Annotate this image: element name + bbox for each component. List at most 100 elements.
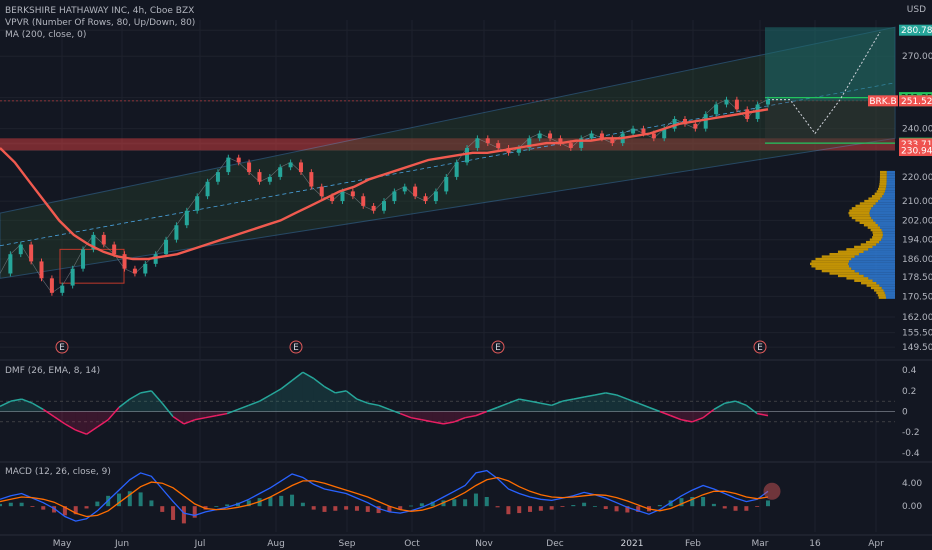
candle-body <box>423 196 428 202</box>
dmf-area <box>724 401 736 412</box>
dmf-line-segment <box>735 400 747 407</box>
dmf-line-segment <box>302 371 315 380</box>
dmf-area <box>594 392 606 412</box>
candle-body <box>413 186 418 197</box>
vpvr-bar-up <box>854 255 895 258</box>
dmf-line-segment <box>172 416 185 425</box>
vpvr-bar-up <box>848 262 895 266</box>
vpvr-bar-up <box>869 211 895 215</box>
vpvr-bar-down <box>878 185 887 188</box>
dmf-line-segment <box>757 412 769 417</box>
candle-body <box>599 133 604 139</box>
macd-histogram-bar <box>268 496 273 507</box>
macd-tick-label: 0.00 <box>902 502 922 512</box>
vpvr-bar-down <box>863 224 878 227</box>
vpvr-bar-up <box>878 199 895 203</box>
vpvr-bar-down <box>821 269 855 273</box>
macd-histogram-bar <box>517 506 522 514</box>
dmf-area <box>573 397 585 412</box>
dmf-line-segment <box>681 419 693 423</box>
vpvr-bar-up <box>880 197 895 200</box>
candle-body <box>475 138 480 148</box>
dmf-tick-label: 0.2 <box>902 387 916 397</box>
candle-body <box>433 191 438 202</box>
vpvr-bar-up <box>883 289 895 292</box>
vpvr-bar-down <box>876 190 885 193</box>
candle-body <box>195 196 200 211</box>
macd-histogram-bar <box>538 506 543 511</box>
macd-histogram-bar <box>192 506 197 518</box>
y-tick-label: 186.00 <box>902 255 932 265</box>
macd-histogram-bar <box>636 506 641 512</box>
vpvr-bar-down <box>878 187 886 191</box>
macd-histogram-bar <box>214 506 219 507</box>
candle-body <box>392 191 397 202</box>
dmf-line-segment <box>64 423 77 431</box>
dmf-line-segment <box>237 404 250 411</box>
candle-body <box>267 176 272 182</box>
price-label: 230.94 <box>901 147 932 157</box>
macd-histogram-bar <box>463 499 468 507</box>
candle-body <box>371 205 376 211</box>
y-tick-label: 155.50 <box>902 329 932 339</box>
candle-body <box>714 104 719 115</box>
candle-body <box>568 143 573 148</box>
vpvr-bar-down <box>851 207 872 210</box>
vpvr-bar-up <box>868 248 895 251</box>
dmf-line-segment <box>10 398 22 402</box>
candle-body <box>527 138 532 148</box>
vpvr-bar-up <box>886 296 895 299</box>
dmf-tick-label: -0.4 <box>902 449 920 459</box>
x-tick-label: Sep <box>339 539 356 549</box>
candle-body <box>236 157 241 163</box>
macd-histogram-bar <box>430 501 435 507</box>
dmf-tick-label: -0.2 <box>902 428 920 438</box>
macd-histogram-bar <box>582 502 587 507</box>
dmf-line-segment <box>724 400 736 404</box>
y-tick-label: 202.00 <box>902 216 932 226</box>
dmf-line-segment <box>670 414 682 421</box>
macd-histogram-bar <box>354 506 359 511</box>
macd-histogram-bar <box>711 503 716 507</box>
vpvr-bar-down <box>864 199 879 203</box>
vpvr-bar-up <box>886 180 895 183</box>
vpvr-bar-up <box>879 240 895 244</box>
candle-body <box>444 176 449 192</box>
dmf-area <box>530 401 541 412</box>
dmf-line-segment <box>259 394 271 402</box>
y-tick-label: 194.00 <box>902 236 932 246</box>
vpvr-bar-up <box>869 209 895 212</box>
dmf-line-segment <box>464 414 477 419</box>
macd-histogram-bar <box>52 506 57 513</box>
candle-body <box>340 191 345 202</box>
dmf-area <box>454 411 466 422</box>
dmf-line-segment <box>475 410 488 417</box>
macd-histogram-bar <box>171 506 176 520</box>
vpvr-bar-up <box>872 245 895 249</box>
candle-body <box>724 99 729 105</box>
vpvr-bar-up <box>884 190 895 193</box>
vpvr-bar-down <box>855 204 874 208</box>
vpvr-bar-up <box>868 277 895 280</box>
vpvr-bar-down <box>837 274 864 278</box>
candle-body <box>49 278 54 293</box>
dmf-line-segment <box>356 398 369 404</box>
macd-histogram-bar <box>701 496 706 507</box>
dmf-area <box>681 411 693 422</box>
macd-histogram-bar <box>614 506 619 512</box>
dmf-line-segment <box>432 421 444 425</box>
macd-histogram-bar <box>62 506 67 516</box>
vpvr-bar-down <box>815 257 852 261</box>
candle-body <box>288 162 293 168</box>
dmf-line-segment <box>540 402 552 407</box>
candle-body <box>496 143 501 148</box>
dmf-line-segment <box>129 392 141 400</box>
dmf-line-segment <box>291 371 304 382</box>
vpvr-bar-up <box>876 243 895 246</box>
macd-histogram-bar <box>603 506 608 510</box>
dmf-line-segment <box>508 398 520 404</box>
x-tick-label: Aug <box>267 539 285 549</box>
macd-histogram-bar <box>376 506 381 514</box>
macd-signal-line <box>0 476 769 518</box>
